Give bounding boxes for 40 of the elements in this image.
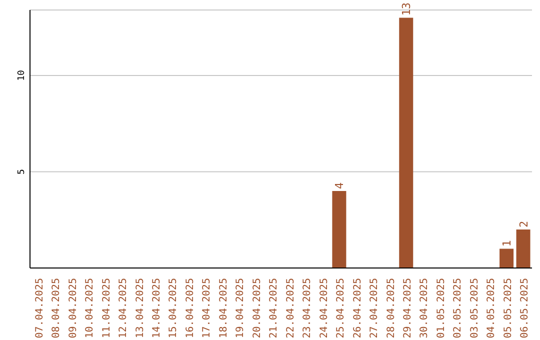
- x-tick-label: 24.04.2025: [318, 278, 330, 338]
- x-tick-label: 02.05.2025: [452, 278, 464, 338]
- x-tick-label: 14.04.2025: [152, 278, 162, 338]
- x-tick-label: 27.04.2025: [369, 278, 380, 338]
- x-tick-label: 16.04.2025: [184, 278, 196, 338]
- bar: [332, 190, 346, 268]
- x-tick-label: 11.04.2025: [101, 278, 112, 338]
- x-tick-label: 19.04.2025: [235, 278, 246, 338]
- x-tick-label: 28.04.2025: [386, 278, 397, 338]
- x-tick-label: 26.04.2025: [352, 278, 364, 338]
- bar: [500, 248, 514, 268]
- x-tick-label: 06.05.2025: [520, 278, 531, 338]
- x-tick-label: 10.04.2025: [84, 278, 96, 338]
- x-tick-label: 04.05.2025: [486, 278, 498, 338]
- bar: [399, 18, 414, 268]
- x-tick-label: 01.05.2025: [436, 278, 447, 338]
- x-tick-label: 21.04.2025: [268, 278, 280, 338]
- x-tick-label: 22.04.2025: [285, 278, 296, 338]
- x-tick-label: 03.05.2025: [469, 278, 480, 338]
- x-tick-label: 09.04.2025: [68, 278, 79, 338]
- x-tick-label: 05.05.2025: [502, 278, 514, 338]
- x-tick-label: 17.04.2025: [202, 278, 213, 338]
- data-label: 1: [500, 240, 514, 247]
- y-tick-label: 10: [17, 70, 27, 81]
- x-tick-label: 07.04.2025: [34, 278, 46, 338]
- x-tick-label: 08.04.2025: [51, 278, 62, 338]
- data-label: 4: [333, 182, 346, 189]
- x-tick-label: 25.04.2025: [336, 278, 347, 338]
- y-tick-label: 5: [17, 169, 27, 174]
- x-tick-label: 18.04.2025: [218, 278, 230, 338]
- x-tick-label: 12.04.2025: [118, 278, 130, 338]
- x-tick-label: 23.04.2025: [302, 278, 314, 338]
- data-label: 2: [517, 220, 530, 228]
- x-tick-label: 30.04.2025: [419, 278, 430, 338]
- bar: [516, 229, 530, 268]
- data-label: 13: [400, 2, 414, 16]
- x-tick-label: 13.04.2025: [134, 278, 146, 338]
- x-tick-label: 15.04.2025: [168, 278, 180, 338]
- x-tick-label: 29.04.2025: [402, 278, 414, 338]
- x-tick-label: 20.04.2025: [252, 278, 263, 338]
